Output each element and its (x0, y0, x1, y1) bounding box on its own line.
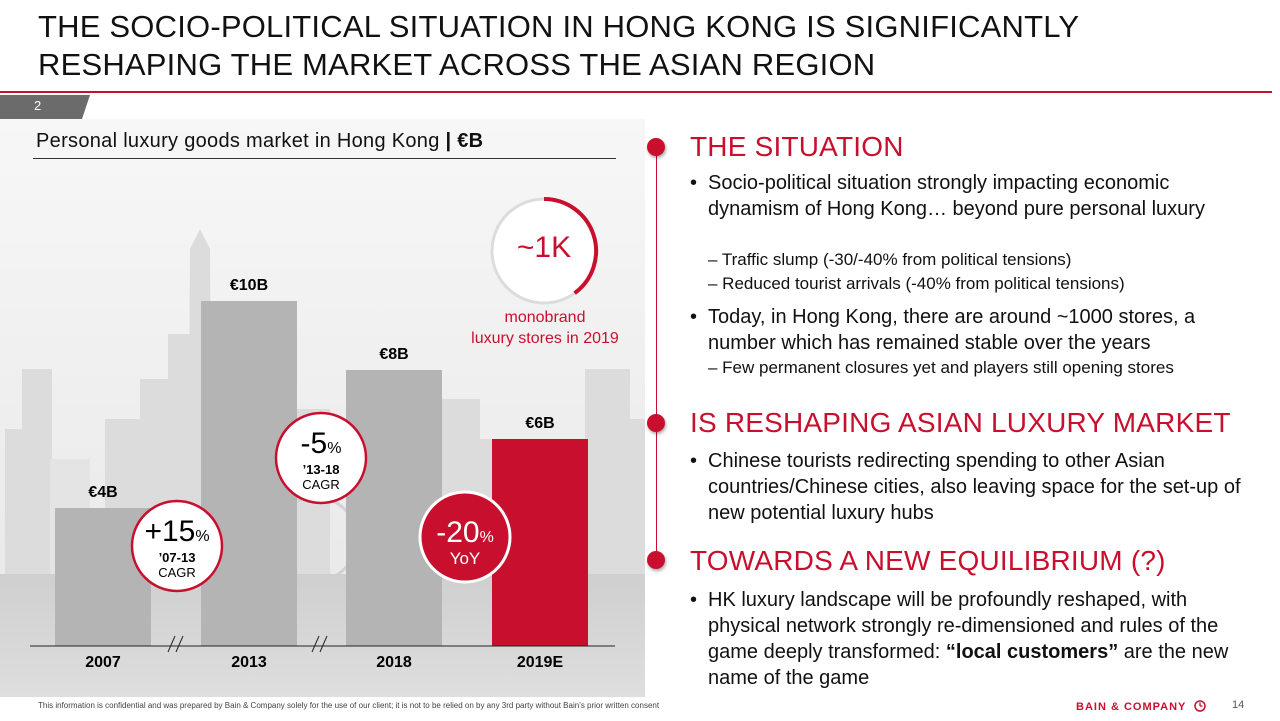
axis-break-mark (175, 635, 184, 653)
timeline-line (656, 148, 657, 560)
growth-badge-value: +15% (144, 515, 209, 548)
bullet-text-end: are the new name of the game (708, 641, 1229, 689)
bullet-item: • Chinese tourists redirecting spending … (690, 448, 1245, 526)
bullet-item: • Today, in Hong Kong, there are around … (690, 304, 1260, 356)
axis-break-mark (311, 635, 320, 653)
stores-caption-line1: monobrand (504, 309, 586, 326)
section-heading-equilibrium: TOWARDS A NEW EQUILIBRIUM (?) (690, 545, 1166, 576)
growth-badge-value: -5% (301, 427, 342, 460)
chart-title-text: Personal luxury goods market in Hong Kon… (36, 130, 440, 152)
bullet-text-start: HK luxury landscape will be profoundly r… (708, 589, 1219, 663)
slide-title: THE SOCIO-POLITICAL SITUATION IN HONG KO… (38, 9, 1079, 82)
sub-bullet: – Traffic slump (-30/-40% from political… (708, 250, 1072, 269)
chart-title: Personal luxury goods market in Hong Kon… (36, 130, 483, 153)
section-heading-situation: THE SITUATION (690, 131, 904, 162)
bullet-marker: • (690, 172, 698, 194)
section-number: 2 (34, 98, 42, 113)
bullet-text: Today, in Hong Kong, there are around ~1… (708, 306, 1196, 354)
x-tick-label: 2013 (231, 654, 267, 671)
growth-badge-period: ’07-13 (159, 550, 196, 565)
sub-bullet: – Few permanent closures yet and players… (708, 358, 1174, 377)
growth-badge-metric: CAGR (158, 565, 196, 580)
growth-badge-value: -20% (436, 516, 494, 549)
stores-caption: monobrand luxury stores in 2019 (440, 307, 650, 349)
section-heading-reshaping: IS RESHAPING ASIAN LUXURY MARKET (690, 407, 1231, 438)
bullet-marker: • (690, 306, 698, 328)
bullet-text: HK luxury landscape will be profoundly r… (690, 587, 1250, 691)
bar-2018 (346, 370, 442, 646)
chart-title-underline (33, 158, 616, 159)
growth-badge (130, 499, 224, 593)
sub-bullet: – Reduced tourist arrivals (-40% from po… (708, 274, 1125, 293)
bullet-item: • HK luxury landscape will be profoundly… (690, 587, 1250, 691)
growth-badge (418, 490, 512, 584)
growth-badge-period: ’13-18 (303, 462, 340, 477)
axis-break-mark (319, 635, 328, 653)
logo-clock-icon (1194, 700, 1206, 712)
x-tick-label: 2007 (85, 654, 121, 671)
title-divider (0, 91, 1272, 93)
bar-chart: €4B 2007 €10B 2013 €8B 2018 €6B 2019E +15% ’07-13… (30, 277, 615, 671)
growth-badge-metric: CAGR (302, 477, 340, 492)
bullet-text: Socio-political situation strongly impac… (708, 172, 1205, 220)
bar-value-label: €6B (525, 415, 554, 432)
growth-badge-period: YoY (450, 549, 481, 568)
x-tick-label: 2018 (376, 654, 412, 671)
bar-value-label: €10B (230, 277, 268, 294)
timeline-dot (647, 138, 665, 156)
chart-title-unit: | €B (445, 130, 484, 152)
section-tab (0, 95, 90, 119)
bullet-item: • Socio-political situation strongly imp… (690, 170, 1255, 222)
logo-text: BAIN & COMPANY (1076, 701, 1187, 713)
bullet-marker: • (690, 450, 698, 472)
page-number: 14 (1232, 699, 1245, 711)
x-tick-label: 2019E (517, 654, 564, 671)
company-logo: BAIN & COMPANY (1076, 700, 1206, 713)
bullet-marker: • (690, 589, 698, 611)
stores-donut (490, 196, 599, 305)
stores-value: ~1K (516, 231, 572, 264)
timeline-dot (647, 551, 665, 569)
stores-caption-line2: luxury stores in 2019 (471, 330, 619, 347)
bullet-text: Chinese tourists redirecting spending to… (708, 450, 1241, 524)
bar-value-label: €4B (88, 484, 117, 501)
timeline-dot (647, 414, 665, 432)
axis-break-mark (167, 635, 176, 653)
growth-badge (274, 411, 368, 505)
bullet-text-bold: “local customers” (945, 641, 1119, 663)
confidentiality-note: This information is confidential and was… (38, 701, 660, 710)
bar-value-label: €8B (379, 346, 408, 363)
